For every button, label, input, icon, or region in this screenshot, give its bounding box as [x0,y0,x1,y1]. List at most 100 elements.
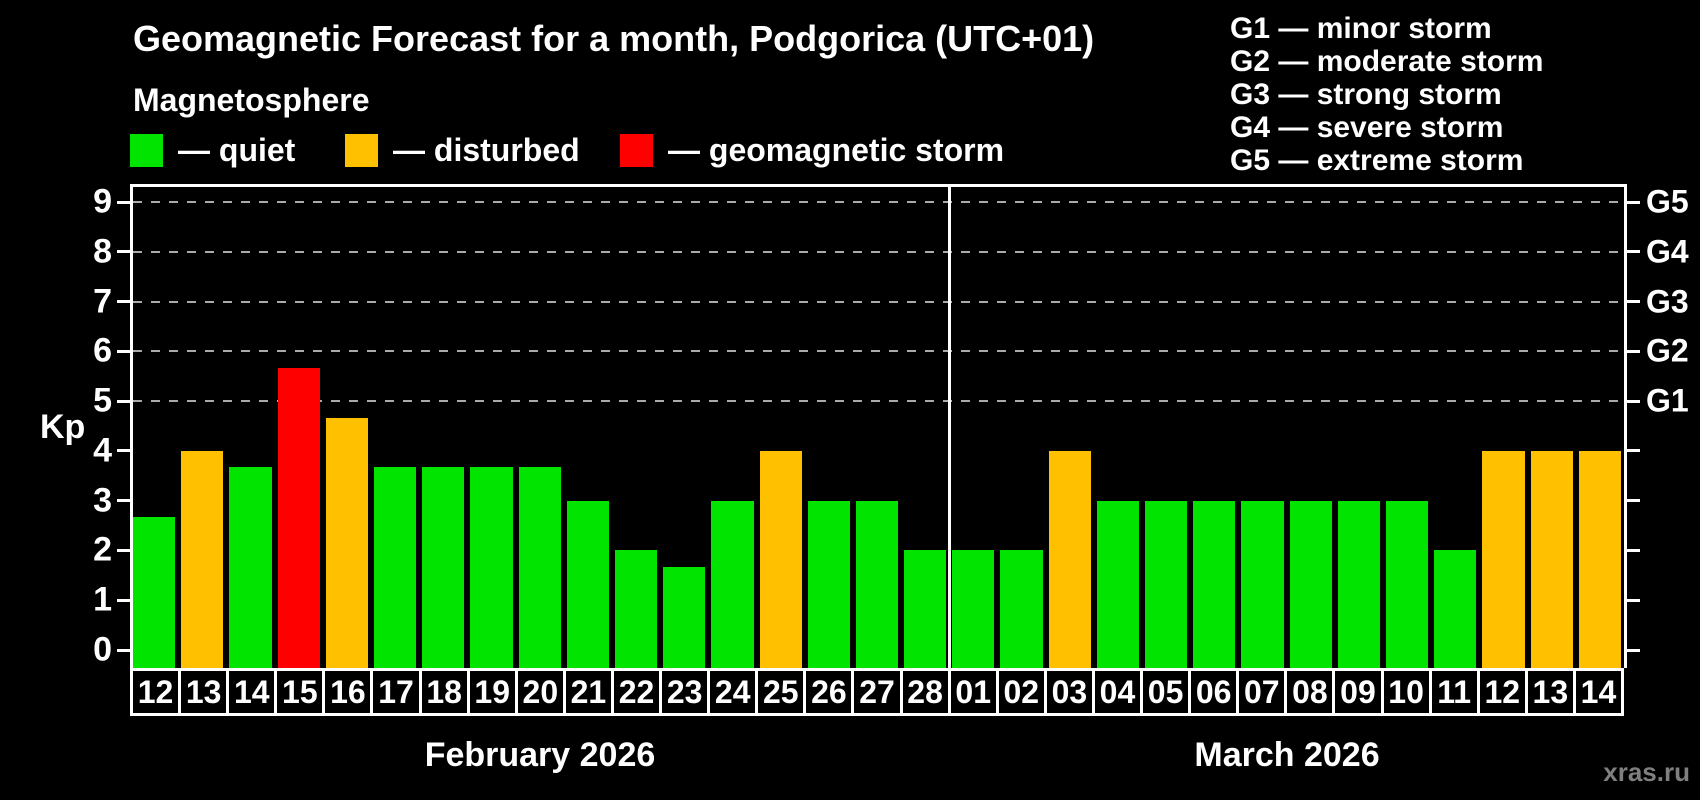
y-tick-right-9 [1627,200,1640,204]
day-label-10: 10 [1383,671,1429,713]
kp-bar-01 [952,550,995,668]
y-tick-left-2 [117,548,130,552]
day-label-07: 07 [1239,671,1285,713]
kp-bar-12 [133,517,176,668]
y-tick-left-5 [117,399,130,403]
kp-bar-15 [277,367,320,668]
kp-bar-16 [325,417,368,668]
day-label-19: 19 [469,671,515,713]
kp-bar-21 [566,500,609,668]
day-label-02: 02 [998,671,1044,713]
day-label-24: 24 [710,671,756,713]
day-label-21: 21 [565,671,611,713]
day-label-22: 22 [613,671,660,713]
day-label-23: 23 [662,671,708,713]
storm-scale-legend-line: G1 — minor storm [1230,12,1492,45]
day-label-06: 06 [1191,671,1237,713]
day-label-12: 12 [133,671,179,713]
y-tick-right-0 [1627,648,1640,652]
kp-bar-20 [518,467,561,668]
gridline-kp8 [133,250,1621,253]
legend-item-storm: — geomagnetic storm [620,131,1005,168]
day-axis: 12 13 14 15 16 17 18 19 20 21 22 23 24 25 26 27 28 01 02 03… [130,668,1624,716]
day-label-26: 26 [806,671,852,713]
kp-axis-label: Kp [40,408,86,446]
legend-item-disturbed: — disturbed [345,132,580,168]
storm-scale-legend-line: G2 — moderate storm [1230,45,1544,78]
day-label-25: 25 [758,671,804,713]
y-tick-label-8: 8 [93,232,112,271]
kp-bar-17 [373,467,417,668]
gridline-kp6 [133,350,1621,353]
g-level-label-G2: G2 [1646,332,1689,369]
storm-scale-legend-line: G4 — severe storm [1230,111,1504,144]
y-tick-left-3 [117,499,130,503]
y-tick-label-4: 4 [93,431,112,470]
kp-bar-12 [1482,450,1525,668]
page-title: Geomagnetic Forecast for a month, Podgor… [133,18,1095,59]
day-label-12: 12 [1479,671,1525,713]
magnetosphere-label: Magnetosphere [133,82,370,118]
day-label-09: 09 [1335,671,1381,713]
day-label-14: 14 [1575,671,1621,713]
storm-scale-legend-line: G5 — extreme storm [1230,144,1524,177]
y-tick-right-1 [1627,598,1640,602]
y-tick-left-4 [117,449,130,453]
day-label-11: 11 [1431,671,1477,713]
y-tick-left-9 [117,200,130,204]
gridline-kp7 [133,300,1621,303]
kp-bar-11 [1434,550,1477,668]
g-level-label-G4: G4 [1646,233,1689,270]
day-label-08: 08 [1287,671,1333,713]
kp-bar-13 [181,450,224,668]
legend-label-storm: — geomagnetic storm [668,131,1005,168]
y-tick-label-7: 7 [93,282,112,321]
day-label-13: 13 [181,671,227,713]
y-tick-left-0 [117,648,130,652]
kp-bar-04 [1096,500,1140,668]
day-label-17: 17 [373,671,419,713]
kp-bar-22 [614,550,658,668]
gridline-kp9 [133,201,1621,203]
y-tick-right-3 [1627,499,1640,503]
y-tick-left-8 [117,250,130,254]
kp-bar-14 [229,467,272,668]
day-label-18: 18 [421,671,467,713]
storm-scale-legend-line: G3 — strong storm [1230,78,1502,111]
day-label-27: 27 [854,671,900,713]
y-tick-label-0: 0 [93,630,112,669]
kp-bar-07 [1241,500,1284,668]
y-tick-label-1: 1 [93,580,112,619]
kp-bar-18 [422,467,465,668]
y-tick-label-2: 2 [93,530,112,569]
kp-bar-24 [711,500,754,668]
watermark: xras.ru [1603,757,1690,787]
y-tick-label-9: 9 [93,182,112,221]
storm-scale-legend: G1 — minor storm G2 — moderate storm G3 — … [1230,12,1543,177]
kp-bar-06 [1193,500,1236,668]
kp-bar-10 [1386,500,1429,668]
storm-color-swatch [620,133,653,167]
gridline-kp5 [133,400,1621,403]
y-tick-label-5: 5 [93,381,112,420]
y-tick-label-6: 6 [93,331,112,370]
y-tick-right-6 [1627,349,1640,353]
g-level-label-G5: G5 [1646,183,1689,220]
day-label-01: 01 [950,671,996,713]
plot-frame-left [130,184,133,668]
kp-bar-02 [1000,550,1043,668]
day-label-04: 04 [1094,671,1141,713]
day-label-28: 28 [902,671,948,713]
kp-bar-03 [1048,450,1091,668]
month-label-march: March 2026 [1194,736,1380,774]
y-tick-left-6 [117,349,130,353]
y-tick-right-7 [1627,300,1640,304]
kp-bar-14 [1578,450,1621,668]
kp-bar-25 [759,450,802,668]
plot-frame-right [1624,184,1627,668]
g-level-label-G1: G1 [1646,382,1689,419]
plot-frame-top [130,184,1627,187]
y-tick-right-2 [1627,548,1640,552]
kp-bar-08 [1289,500,1332,668]
